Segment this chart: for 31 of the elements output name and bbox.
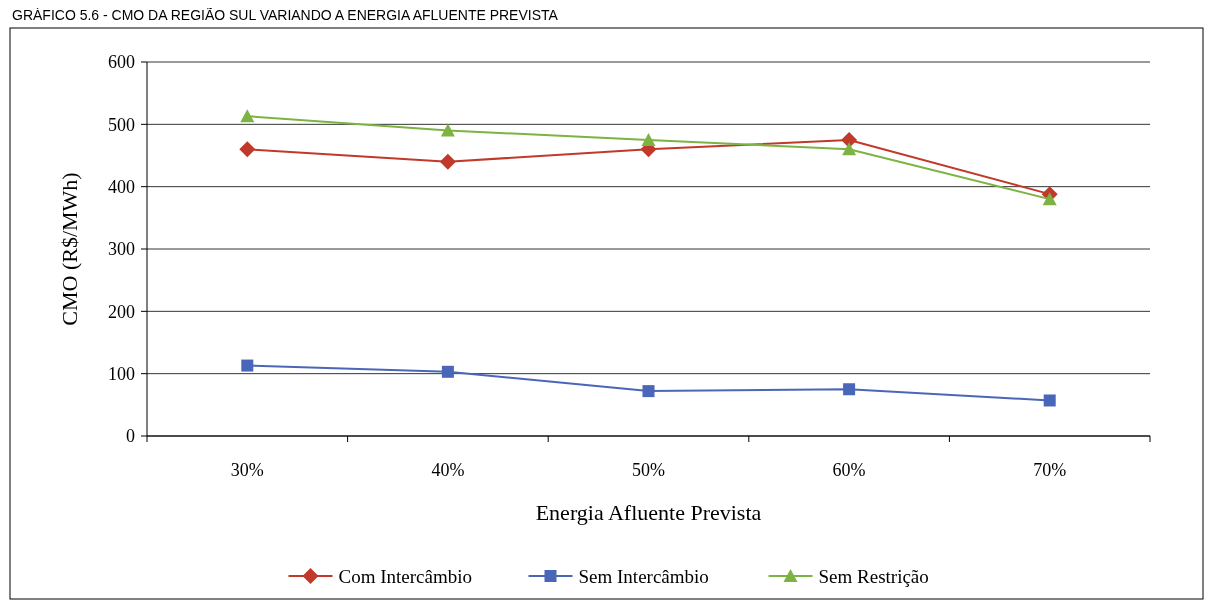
x-tick-label: 70% [1033,460,1067,480]
y-tick-label: 0 [126,426,135,447]
y-tick-label: 600 [108,52,135,73]
point [439,153,456,170]
x-tick-label: 30% [230,460,264,480]
y-tick-label: 300 [108,239,135,260]
point [842,142,857,156]
point [239,141,256,158]
point [240,109,255,123]
legend-label: Sem Restrição [818,565,929,587]
x-axis-title: Energia Afluente Prevista [535,500,762,525]
point [843,383,856,396]
y-tick-label: 400 [108,176,135,197]
legend-label: Com Intercâmbio [338,565,472,587]
chart-title: GRÁFICO 5.6 - CMO DA REGIÃO SUL VARIANDO A ENERGIA AFLUENTE PREVISTA [12,7,559,23]
point [1042,192,1057,206]
point [241,359,254,372]
legend-label: Sem Intercâmbio [578,565,709,587]
point [641,132,656,146]
y-axis-title: CMO (R$/MWh) [57,172,82,326]
y-tick-label: 100 [108,363,135,384]
point [841,131,858,148]
point [441,365,454,378]
point [1043,394,1056,407]
x-tick-label: 50% [632,460,665,480]
point [440,123,455,137]
point [642,385,655,398]
y-tick-label: 500 [108,114,135,135]
x-tick-label: 40% [431,460,465,480]
y-tick-label: 200 [108,301,135,322]
x-tick-label: 60% [832,460,866,480]
